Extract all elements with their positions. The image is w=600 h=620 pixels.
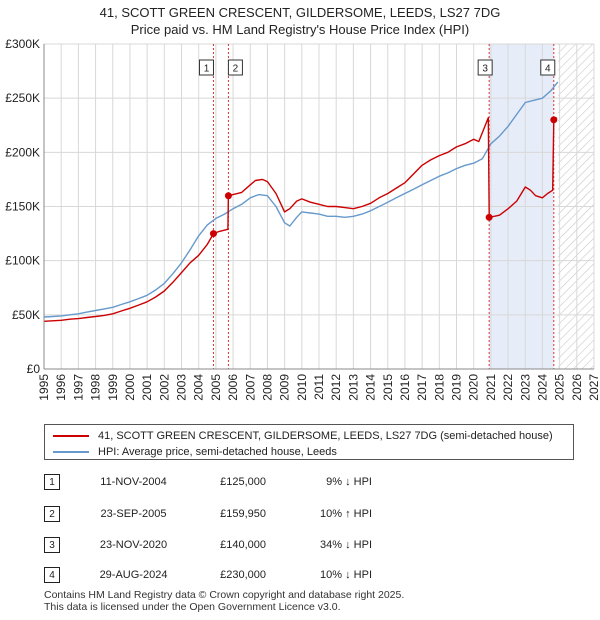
- x-tick-label: 2017: [415, 374, 429, 401]
- transaction-date: 23-SEP-2005: [100, 508, 167, 520]
- footer-copyright: Contains HM Land Registry data © Crown c…: [44, 589, 405, 601]
- transaction-hpi-diff: 10% ↑ HPI: [320, 508, 372, 520]
- transaction-price: £125,000: [220, 476, 266, 488]
- x-tick-label: 2005: [209, 374, 223, 401]
- transaction-number: 1: [44, 474, 60, 490]
- x-tick-label: 2010: [295, 374, 309, 401]
- x-tick-label: 2022: [501, 374, 515, 401]
- x-tick-label: 2014: [364, 374, 378, 401]
- transaction-hpi-diff: 10% ↓ HPI: [320, 569, 372, 581]
- x-tick-label: 2009: [278, 374, 292, 401]
- x-tick-label: 2004: [192, 374, 206, 401]
- x-tick-label: 2015: [381, 374, 395, 401]
- price-chart: 1 2 3 4 £0 £50K £100K £150K £200K £250K £300K 1995…: [5, 37, 600, 401]
- y-tick-label: £0: [27, 362, 41, 376]
- transaction-price: £159,950: [220, 508, 266, 520]
- transaction-date: 11-NOV-2004: [100, 476, 167, 488]
- transaction-hpi-diff: 34% ↓ HPI: [320, 539, 372, 551]
- x-tick-label: 2026: [570, 374, 584, 401]
- y-tick-label: £200K: [5, 145, 40, 159]
- x-tick-label: 2020: [467, 374, 481, 401]
- event-label-box: [540, 59, 556, 76]
- y-tick-label: £50K: [12, 308, 40, 322]
- event-label: 1: [204, 64, 210, 75]
- x-tick-label: 2023: [518, 374, 532, 401]
- legend-price-label: 41, SCOTT GREEN CRESCENT, GILDERSOME, LE…: [98, 430, 553, 442]
- x-tick-label: 1998: [89, 374, 103, 401]
- sale-point: [485, 213, 493, 221]
- x-tick-label: 2024: [535, 374, 549, 401]
- transaction-row: 3 23-NOV-2020 £140,000 34% ↓ HPI: [44, 537, 404, 555]
- y-tick-label: £250K: [5, 91, 40, 105]
- sale-point: [209, 230, 217, 238]
- event-label-box: [198, 59, 214, 76]
- transaction-price: £140,000: [220, 539, 266, 551]
- transaction-date: 23-NOV-2020: [99, 539, 168, 551]
- x-tick-label: 2019: [450, 374, 464, 401]
- x-tick-label: 2025: [553, 374, 567, 401]
- series-line: [44, 81, 559, 318]
- event-label-box: [477, 59, 493, 76]
- legend: 41, SCOTT GREEN CRESCENT, GILDERSOME, LE…: [44, 424, 574, 460]
- event-label-box: [227, 59, 243, 76]
- transaction-row: 4 29-AUG-2024 £230,000 10% ↓ HPI: [44, 567, 404, 585]
- transaction-row: 1 11-NOV-2004 £125,000 9% ↓ HPI: [44, 474, 404, 492]
- x-tick-label: 1997: [71, 374, 85, 401]
- transaction-number: 4: [44, 567, 60, 583]
- x-tick-label: 2011: [312, 374, 326, 400]
- x-tick-label: 2012: [329, 374, 343, 401]
- x-tick-label: 2027: [587, 374, 600, 401]
- transaction-number: 3: [44, 537, 60, 553]
- y-tick-label: £150K: [5, 200, 40, 214]
- transaction-hpi-diff: 9% ↓ HPI: [326, 476, 372, 488]
- legend-item-price: 41, SCOTT GREEN CRESCENT, GILDERSOME, LE…: [53, 428, 553, 444]
- x-tick-label: 2000: [123, 374, 137, 401]
- footer: Contains HM Land Registry data © Crown c…: [44, 589, 404, 613]
- legend-hpi-label: HPI: Average price, semi-detached house,…: [98, 446, 337, 458]
- transaction-date: 29-AUG-2024: [99, 569, 168, 581]
- x-tick-label: 2013: [346, 374, 360, 401]
- sale-point: [550, 116, 558, 124]
- event-label: 2: [233, 64, 239, 75]
- x-tick-label: 2016: [398, 374, 412, 401]
- y-tick-label: £100K: [5, 254, 40, 268]
- x-tick-label: 1999: [106, 374, 120, 401]
- x-tick-label: 2018: [432, 374, 446, 401]
- x-tick-label: 2002: [157, 374, 171, 401]
- legend-hpi-swatch: [53, 451, 89, 453]
- y-tick-label: £300K: [5, 37, 40, 51]
- title-line-1: 41, SCOTT GREEN CRESCENT, GILDERSOME, LE…: [99, 5, 501, 20]
- event-label: 4: [545, 64, 551, 75]
- legend-item-hpi: HPI: Average price, semi-detached house,…: [53, 444, 337, 460]
- sale-point: [224, 192, 232, 200]
- x-tick-label: 2001: [140, 374, 154, 401]
- x-tick-label: 2007: [243, 374, 257, 401]
- transaction-price: £230,000: [220, 569, 266, 581]
- transaction-number: 2: [44, 506, 60, 522]
- title-line-2: Price paid vs. HM Land Registry's House …: [130, 22, 470, 37]
- x-tick-label: 2003: [175, 374, 189, 401]
- event-label: 3: [482, 64, 488, 75]
- footer-licence: This data is licensed under the Open Gov…: [44, 601, 341, 613]
- transaction-row: 2 23-SEP-2005 £159,950 10% ↑ HPI: [44, 506, 404, 524]
- x-tick-label: 1996: [54, 374, 68, 401]
- x-tick-label: 1995: [37, 374, 51, 401]
- x-tick-label: 2006: [226, 374, 240, 401]
- legend-price-swatch: [53, 435, 89, 437]
- x-tick-label: 2021: [484, 374, 498, 401]
- x-tick-label: 2008: [260, 374, 274, 401]
- chart-title: 41, SCOTT GREEN CRESCENT, GILDERSOME, LE…: [0, 4, 600, 38]
